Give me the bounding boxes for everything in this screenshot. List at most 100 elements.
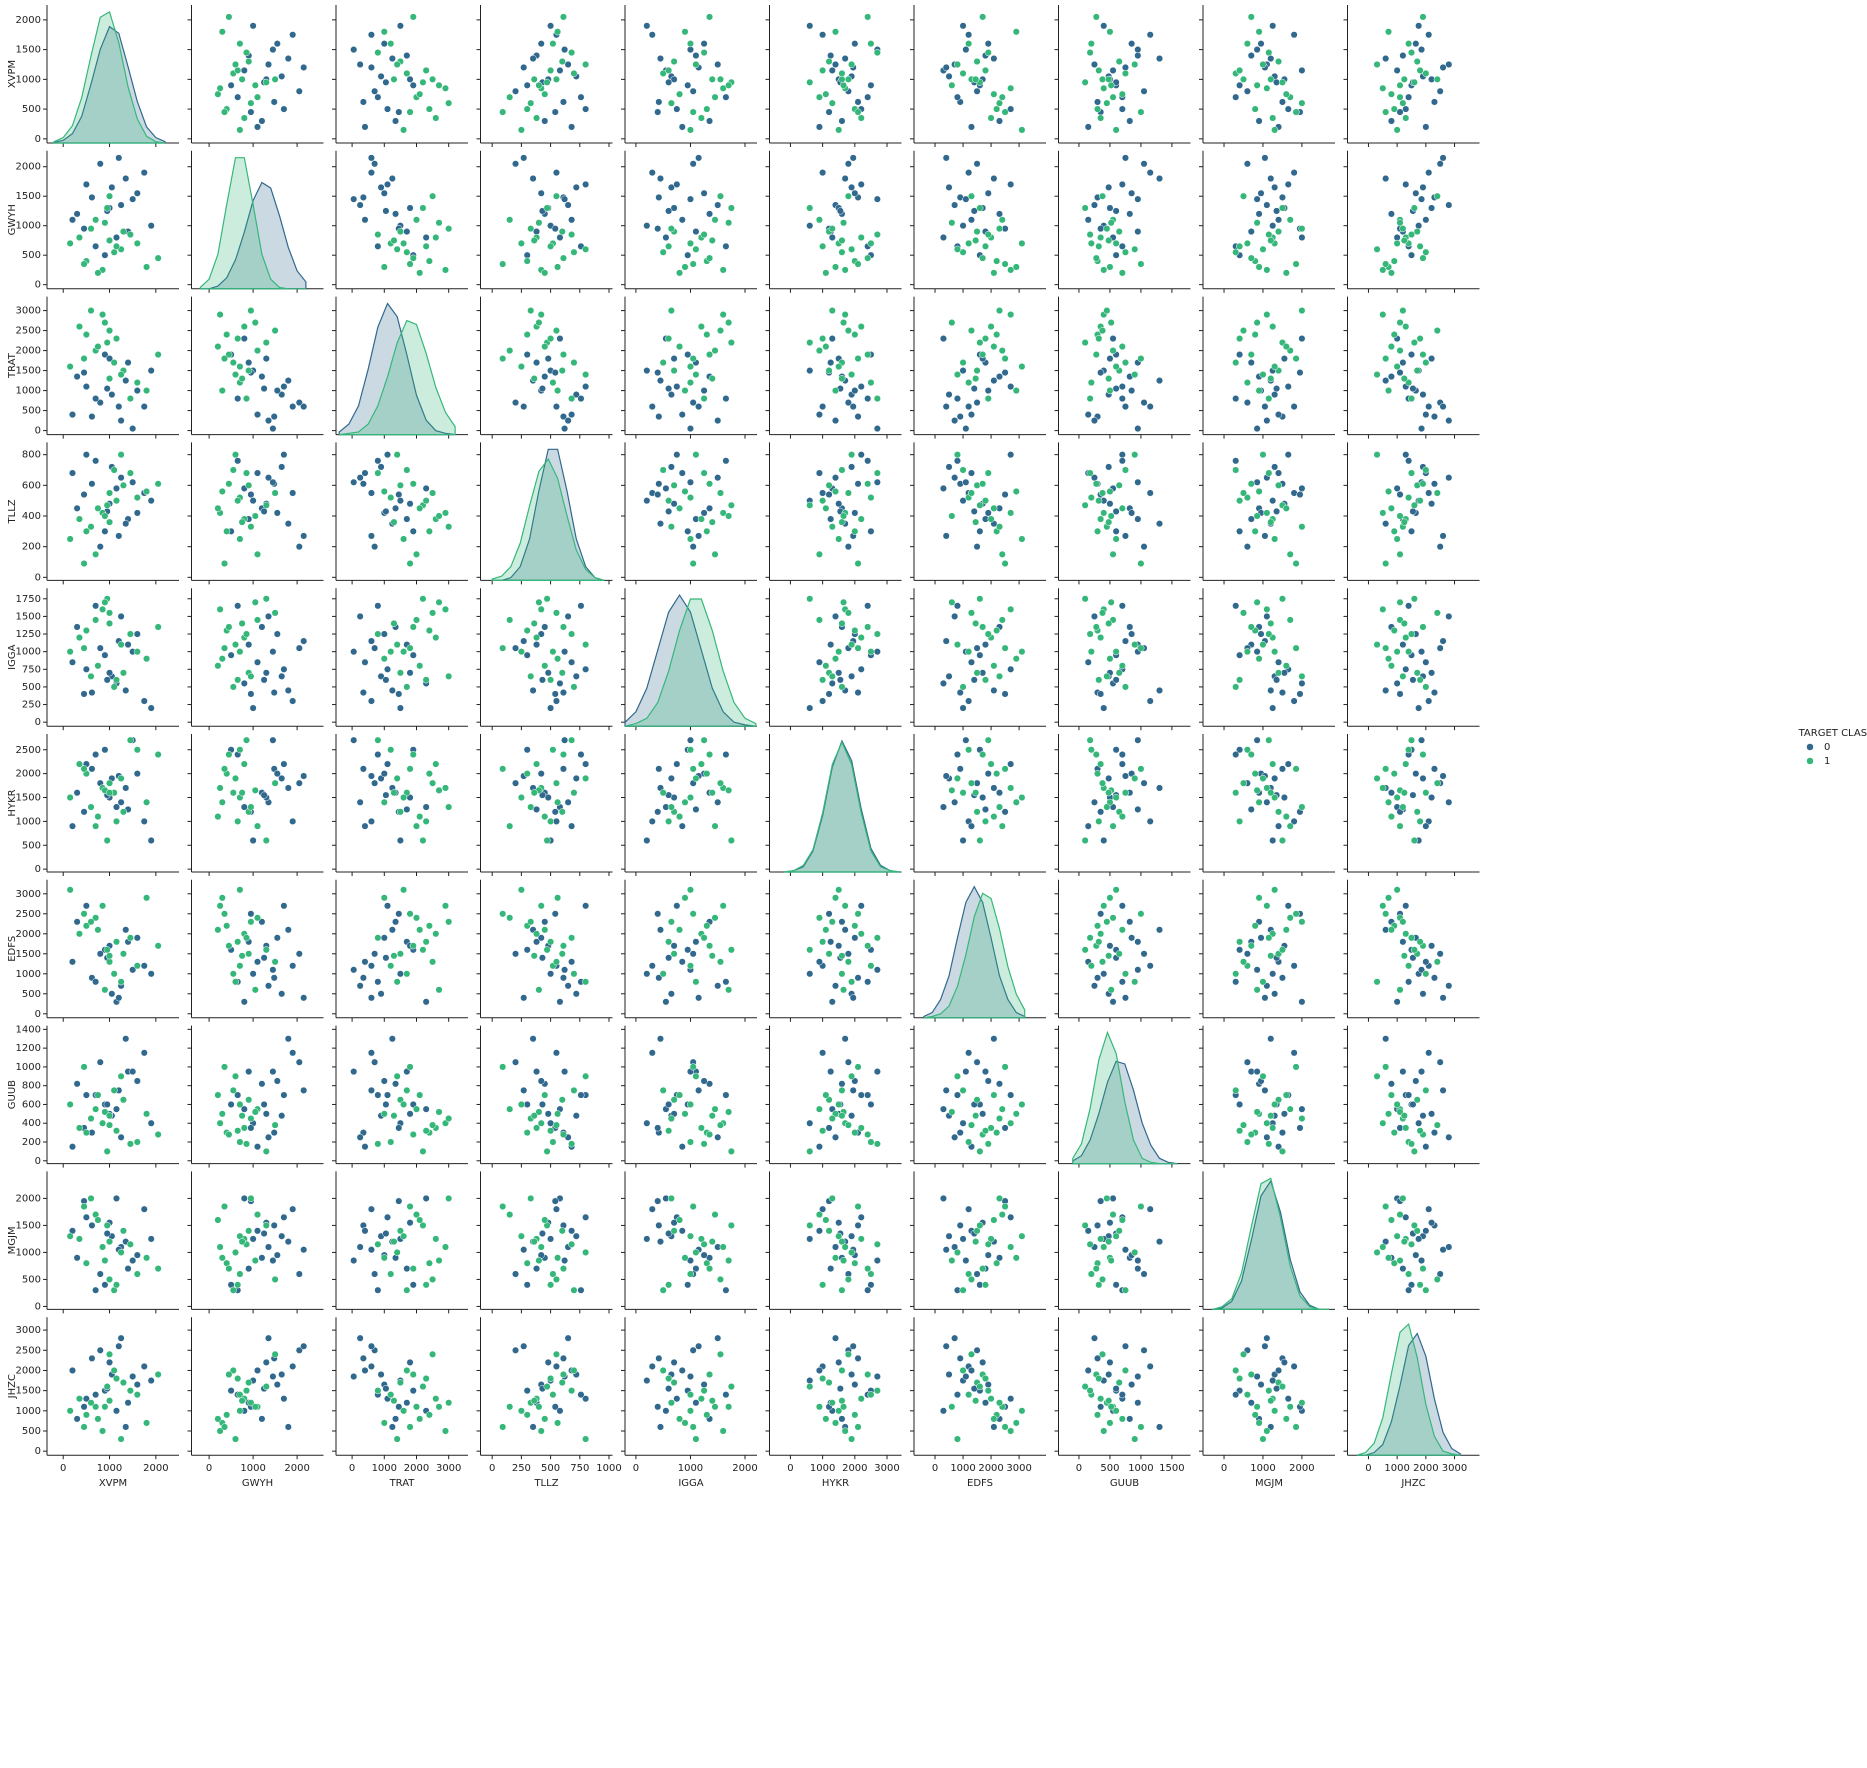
scatter-point <box>231 1248 240 1256</box>
scatter-point <box>117 1248 125 1256</box>
scatter-point <box>675 1216 684 1224</box>
scatter-point <box>1095 1374 1103 1383</box>
scatter-point <box>956 413 964 421</box>
scatter-point <box>841 1427 849 1435</box>
scatter-point <box>1263 605 1271 613</box>
scatter-point <box>374 934 382 942</box>
scatter-point <box>1115 481 1123 489</box>
scatter-point <box>227 1100 235 1109</box>
scatter-point <box>686 425 695 433</box>
scatter-point <box>1090 982 1098 990</box>
scatter-point <box>66 363 74 371</box>
scatter-point <box>1239 779 1248 787</box>
x-tick-label: 0 <box>489 1463 495 1474</box>
scatter-point <box>400 1232 408 1240</box>
scatter-point <box>1018 126 1026 134</box>
scatter-point <box>1402 180 1410 188</box>
scatter-point <box>533 1124 541 1132</box>
scatter-point <box>979 1358 987 1366</box>
scatter-point <box>1419 623 1427 631</box>
scatter-point <box>656 377 665 385</box>
scatter-point <box>1090 417 1098 425</box>
scatter-point <box>1382 260 1390 268</box>
scatter-point <box>541 1415 549 1423</box>
scatter-point <box>976 501 984 509</box>
scatter-point <box>543 595 551 603</box>
scatter-point <box>1410 946 1418 954</box>
scatter-point <box>396 950 404 958</box>
scatter-point <box>851 1411 859 1419</box>
scatter-point <box>1098 327 1107 335</box>
scatter-point <box>1393 126 1401 134</box>
scatter-point <box>643 970 651 978</box>
scatter-point <box>831 982 840 990</box>
scatter-point <box>1436 644 1444 652</box>
scatter-point <box>827 641 835 649</box>
scatter-point <box>361 1366 369 1375</box>
scatter-point <box>1097 930 1105 938</box>
scatter-point <box>75 1395 83 1403</box>
scatter-point <box>1100 970 1108 978</box>
scatter-point <box>262 1221 270 1229</box>
scatter-point <box>659 466 667 474</box>
scatter-point <box>867 1270 875 1278</box>
scatter-point <box>547 1374 555 1383</box>
scatter-point <box>1105 619 1113 628</box>
scatter-point <box>984 387 992 395</box>
scatter-point <box>695 1086 703 1094</box>
scatter-point <box>240 679 248 687</box>
scatter-point <box>356 798 364 806</box>
scatter-point <box>1393 793 1401 802</box>
scatter-point <box>273 40 281 48</box>
scatter-point <box>831 1133 840 1141</box>
scatter-point <box>1400 518 1408 526</box>
scatter-point <box>523 1129 531 1137</box>
scatter-point <box>819 938 827 946</box>
scatter-point <box>956 1354 964 1362</box>
scatter-point <box>422 1281 430 1289</box>
scatter-point <box>705 254 714 262</box>
scatter-point <box>854 1063 862 1071</box>
scatter-point <box>857 515 865 523</box>
scatter-point <box>675 926 684 934</box>
scatter-point <box>673 383 681 391</box>
scatter-point <box>1384 798 1393 806</box>
scatter-point <box>1140 1270 1148 1278</box>
scatter-point <box>425 626 433 635</box>
scatter-point <box>654 108 662 116</box>
scatter-point <box>1387 926 1395 934</box>
scatter-point <box>939 484 947 492</box>
scatter-point <box>689 108 697 116</box>
panel <box>332 588 468 731</box>
scatter-point <box>1410 339 1418 347</box>
x-tick-label: 2000 <box>978 1463 1003 1474</box>
scatter-point <box>223 922 231 930</box>
scatter-point <box>722 1286 730 1294</box>
scatter-point <box>119 950 127 958</box>
scatter-point <box>959 1366 967 1375</box>
scatter-point <box>572 183 580 191</box>
scatter-point <box>1107 986 1115 994</box>
scatter-point <box>1396 108 1404 116</box>
scatter-point <box>1274 808 1283 816</box>
scatter-point <box>942 1086 950 1094</box>
scatter-point <box>103 1100 111 1109</box>
scatter-point <box>828 225 836 233</box>
scatter-point <box>119 228 127 236</box>
scatter-point <box>1267 686 1275 694</box>
scatter-point <box>544 669 552 677</box>
scatter-point <box>815 1227 823 1235</box>
y-axis-label: GWYH <box>7 204 18 235</box>
scatter-point <box>242 736 251 744</box>
scatter-point <box>857 383 865 391</box>
scatter-point <box>119 1227 127 1235</box>
scatter-point <box>558 950 566 958</box>
scatter-point <box>1396 1211 1404 1219</box>
scatter-point <box>154 1130 162 1139</box>
scatter-point <box>819 1049 827 1057</box>
scatter-point <box>242 934 251 942</box>
scatter-point <box>1396 490 1404 499</box>
scatter-point <box>388 54 396 63</box>
scatter-point <box>1396 1256 1404 1265</box>
scatter-point <box>1425 403 1433 411</box>
